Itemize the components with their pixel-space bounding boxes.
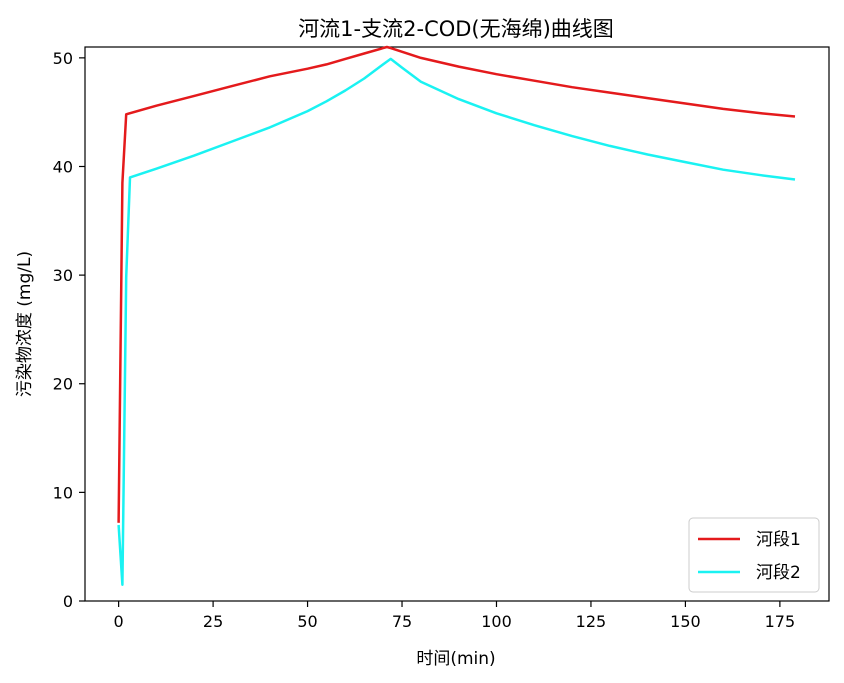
y-tick-label: 40 — [53, 157, 73, 176]
y-tick-label: 10 — [53, 483, 73, 502]
y-tick-label: 30 — [53, 266, 73, 285]
x-tick-label: 75 — [392, 612, 412, 631]
x-tick-label: 25 — [203, 612, 223, 631]
legend-label-series-1: 河段1 — [756, 530, 801, 550]
x-tick-label: 0 — [114, 612, 124, 631]
y-tick-label: 20 — [53, 375, 73, 394]
legend-box — [688, 517, 820, 593]
x-axis: 0 25 50 75 100 125 150 175 — [114, 601, 796, 631]
x-tick-label: 100 — [481, 612, 512, 631]
plot-area — [117, 45, 796, 586]
x-tick-label: 125 — [576, 612, 607, 631]
legend: 河段1 河段2 — [688, 517, 820, 593]
y-axis: 0 10 20 30 40 50 — [53, 49, 85, 611]
x-tick-label: 175 — [765, 612, 796, 631]
y-tick-label: 50 — [53, 49, 73, 68]
x-tick-label: 50 — [297, 612, 317, 631]
plot-frame — [84, 46, 830, 602]
series-line-1 — [117, 45, 796, 523]
series-line-2 — [117, 57, 796, 586]
chart-title: 河流1-支流2-COD(无海绵)曲线图 — [298, 17, 614, 41]
y-tick-label: 0 — [63, 592, 73, 611]
x-tick-label: 150 — [670, 612, 701, 631]
y-axis-label: 污染物浓度 (mg/L) — [15, 251, 35, 397]
x-axis-label: 时间(min) — [416, 649, 495, 669]
legend-label-series-2: 河段2 — [756, 563, 801, 583]
